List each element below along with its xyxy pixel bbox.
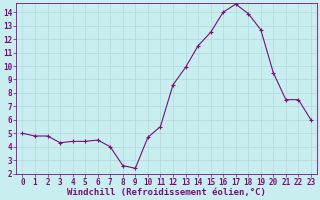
X-axis label: Windchill (Refroidissement éolien,°C): Windchill (Refroidissement éolien,°C) xyxy=(67,188,266,197)
